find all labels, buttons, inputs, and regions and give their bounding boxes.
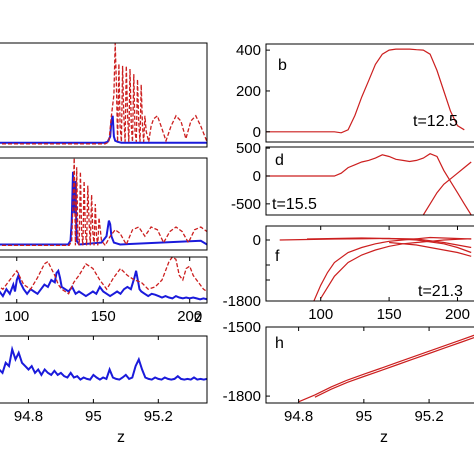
axes-frame: [265, 146, 474, 216]
y-tick-label: -500: [231, 196, 261, 213]
axes-frame: [0, 157, 208, 251]
series-line-0: [0, 345, 207, 381]
series-group: [0, 158, 207, 247]
x-tick-label: 200: [177, 308, 202, 325]
series-group: [298, 334, 474, 403]
x-tick-label: 150: [91, 308, 116, 325]
y-tick-label: -1500: [223, 319, 261, 336]
axes-frame: [0, 335, 208, 404]
series-line-0: [0, 268, 207, 301]
x-axis-label: z: [194, 309, 202, 326]
panel-label: f: [275, 248, 280, 265]
y-tick-label: 200: [236, 83, 261, 100]
series-line-4: [389, 241, 472, 257]
x-tick-label: 95.2: [144, 408, 173, 425]
x-tick-label: 94.8: [14, 408, 43, 425]
x-tick-label: 150: [377, 306, 402, 323]
series-line-0: [0, 115, 207, 144]
series-line-0: [0, 171, 207, 246]
series-line-1: [0, 43, 207, 145]
y-tick-label: 0: [253, 124, 261, 141]
x-tick-label: 100: [4, 308, 29, 325]
panel-left-second: [0, 157, 208, 251]
x-tick-label: 95: [85, 408, 102, 425]
y-tick-label: 500: [236, 140, 261, 157]
series-line-0: [298, 334, 474, 403]
y-tick-label: -1800: [223, 388, 261, 405]
series-line-0: [313, 236, 472, 301]
series-line-1: [422, 161, 472, 215]
time-label: t=12.5: [413, 113, 458, 130]
axes-frame: [0, 42, 208, 148]
axes-frame: [265, 326, 474, 404]
series-line-0: [266, 48, 465, 134]
axes-frame: [265, 225, 474, 302]
series-group: [0, 43, 207, 145]
series-group: [0, 257, 207, 301]
series-line-3: [306, 237, 472, 254]
y-tick-label: -1800: [223, 293, 261, 310]
series-group: [0, 345, 207, 381]
x-tick-label: 200: [445, 306, 470, 323]
panel-right-h: 94.8 95 95.2 -1800 -1500 h z: [223, 319, 474, 446]
series-line-1: [0, 158, 207, 247]
series-line-1: [314, 336, 474, 398]
panel-right-b: 0 200 400 b t=12.5: [236, 42, 474, 143]
y-tick-label: 400: [236, 42, 261, 59]
x-tick-label: 100: [308, 306, 333, 323]
axes-frame: [265, 43, 474, 143]
series-group: [266, 153, 472, 215]
series-line-1: [320, 238, 472, 299]
x-tick-label: 94.8: [284, 408, 313, 425]
panel-left-bottom: 94.8 95 95.2 z: [0, 335, 208, 446]
panel-label: h: [275, 335, 284, 352]
panel-label: b: [278, 57, 287, 74]
panel-left-top: [0, 42, 208, 148]
axes-frame: [0, 256, 208, 304]
x-tick-label: 95: [356, 408, 373, 425]
x-axis-label: z: [380, 429, 388, 446]
series-line-1: [0, 257, 207, 295]
y-tick-label: 0: [253, 232, 261, 249]
series-line-0: [266, 153, 472, 215]
x-tick-label: 95.2: [414, 408, 443, 425]
panel-right-d: -500 0 500 d t=15.5: [231, 140, 474, 216]
y-tick-label: 0: [253, 168, 261, 185]
panel-label: d: [275, 152, 284, 169]
time-label: t=15.5: [272, 196, 317, 213]
time-label: t=21.3: [418, 283, 463, 300]
series-group: [279, 236, 472, 301]
panel-right-f: 100 150 200 -1800 0f t=21.3: [223, 225, 474, 323]
series-group: [266, 48, 465, 134]
x-axis-label: z: [117, 429, 125, 446]
